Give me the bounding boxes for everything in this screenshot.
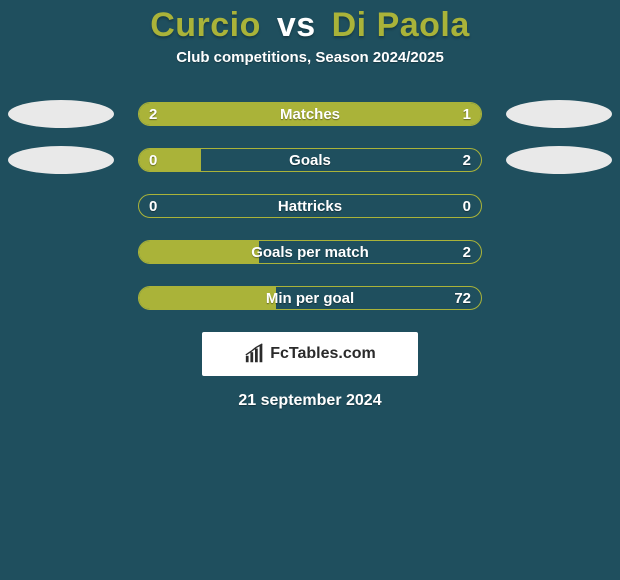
chart-icon — [244, 343, 266, 365]
stats-container: 21Matches 02Goals 00Hattricks 2Goals per ma… — [0, 102, 620, 310]
title-player1: Curcio — [150, 6, 261, 45]
stat-label: Goals — [139, 149, 481, 171]
avatar-player1 — [8, 146, 114, 174]
stat-row: 72Min per goal — [0, 286, 620, 310]
stat-label: Goals per match — [139, 241, 481, 263]
stat-row: 21Matches — [0, 102, 620, 126]
stat-label: Min per goal — [139, 287, 481, 309]
avatar-player1 — [8, 100, 114, 128]
stat-row: 02Goals — [0, 148, 620, 172]
date-text: 21 september 2024 — [238, 392, 381, 410]
infographic-root: Curcio vs Di Paola Club competitions, Se… — [0, 0, 620, 580]
title-vs: vs — [277, 6, 316, 45]
watermark-text: FcTables.com — [270, 345, 376, 363]
stat-bar: 00Hattricks — [138, 194, 482, 218]
stat-label: Hattricks — [139, 195, 481, 217]
title-player2: Di Paola — [332, 6, 470, 45]
stat-row: 00Hattricks — [0, 194, 620, 218]
avatar-player2 — [506, 146, 612, 174]
stat-bar: 02Goals — [138, 148, 482, 172]
watermark-box: FcTables.com — [202, 332, 418, 376]
title: Curcio vs Di Paola — [150, 6, 470, 45]
stat-label: Matches — [139, 103, 481, 125]
subtitle: Club competitions, Season 2024/2025 — [176, 49, 444, 66]
stat-bar: 2Goals per match — [138, 240, 482, 264]
stat-bar: 21Matches — [138, 102, 482, 126]
stat-bar: 72Min per goal — [138, 286, 482, 310]
stat-row: 2Goals per match — [0, 240, 620, 264]
avatar-player2 — [506, 100, 612, 128]
